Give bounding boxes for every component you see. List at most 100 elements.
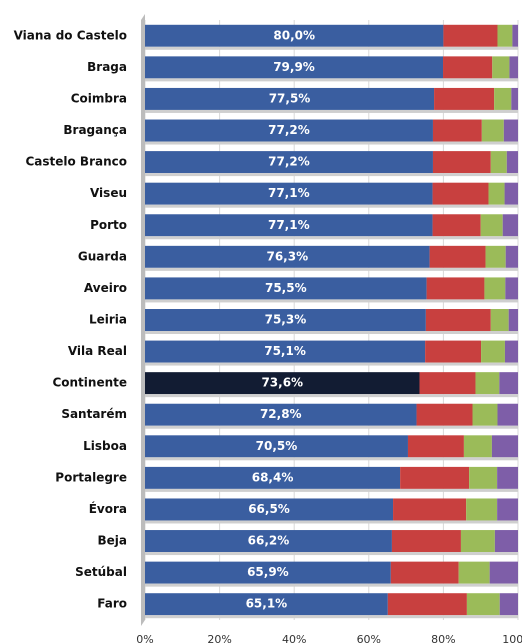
bar-segment [504, 182, 518, 205]
bar-segment [145, 466, 401, 489]
bar-segment [481, 119, 504, 142]
bar-segment [145, 245, 430, 268]
x-tick-label: 100% [502, 633, 522, 643]
bar-segment [432, 119, 482, 142]
bar-segment [481, 340, 505, 363]
bar-segment [145, 277, 427, 300]
bar-segment [490, 309, 509, 331]
bar-segment [432, 214, 481, 237]
bar-segment [419, 372, 476, 395]
bar-segment [497, 498, 518, 521]
bar-segment [480, 214, 503, 237]
x-tick-label: 20% [207, 633, 231, 643]
bar-segment [511, 87, 518, 110]
bar-segment [490, 151, 507, 174]
category-label: Vila Real [68, 344, 127, 358]
bar-segment [145, 561, 391, 584]
bar-segment [145, 498, 394, 521]
value-label: 77,5% [269, 91, 311, 105]
bar-segment [463, 435, 492, 458]
bar-segment [407, 435, 464, 458]
value-label: 76,3% [266, 249, 308, 263]
bar-segment [466, 593, 500, 616]
bar-segment [485, 245, 506, 268]
bar-shadow [145, 173, 518, 177]
bar-shadow [145, 78, 518, 82]
category-label: Lisboa [83, 439, 127, 453]
bar-segment [472, 403, 498, 426]
bar-segment [494, 87, 512, 110]
bar-segment [425, 309, 491, 331]
bar-segment [466, 498, 498, 521]
category-label: Faro [97, 597, 127, 611]
value-label: 70,5% [256, 439, 298, 453]
category-label: Guarda [78, 249, 127, 263]
bar-segment [425, 340, 482, 363]
bar-segment [505, 245, 518, 268]
x-tick-label: 0% [136, 633, 153, 643]
bar-segment [497, 24, 513, 47]
bar-segment [512, 24, 518, 47]
bar-segment [145, 119, 433, 142]
bar-segment [145, 593, 388, 616]
value-label: 79,9% [273, 60, 315, 74]
bar-shadow [145, 141, 518, 145]
bar-segment [432, 151, 491, 174]
bar-shadow [145, 299, 518, 303]
bar-shadow [145, 457, 518, 461]
value-label: 75,1% [264, 344, 306, 358]
bar-segment [391, 530, 461, 553]
bar-segment [503, 119, 518, 142]
category-label: Bragança [63, 123, 127, 137]
bar-shadow [145, 425, 518, 429]
bar-segment [400, 466, 470, 489]
bar-shadow [145, 267, 518, 271]
category-label: Continente [52, 376, 127, 390]
bar-segment [145, 340, 426, 363]
category-label: Aveiro [84, 281, 127, 295]
bar-segment [484, 277, 506, 300]
bar-segment [499, 372, 518, 395]
bar-segment [506, 151, 518, 174]
value-label: 73,6% [261, 376, 303, 390]
bar-segment [145, 530, 392, 553]
bar-segment [432, 182, 489, 205]
bar-segment [494, 530, 518, 553]
bar-segment [475, 372, 500, 395]
bar-segment [443, 56, 493, 79]
bar-segment [145, 214, 433, 237]
bar-segment [434, 87, 495, 110]
value-label: 75,5% [265, 281, 307, 295]
bar-segment [504, 340, 518, 363]
bar-shadow [145, 331, 518, 334]
category-label: Évora [89, 501, 127, 516]
category-label: Coimbra [71, 91, 127, 105]
bar-shadow [145, 488, 518, 492]
category-label: Setúbal [75, 565, 127, 579]
x-tick-label: 60% [357, 633, 381, 643]
bar-shadow [145, 583, 518, 587]
value-label: 77,2% [268, 155, 310, 169]
bar-segment [145, 309, 426, 331]
bar-segment [145, 435, 408, 458]
value-label: 75,3% [265, 313, 307, 327]
bar-segment [497, 403, 518, 426]
bar-segment [390, 561, 459, 584]
bar-segment [499, 593, 518, 616]
axis-wall [141, 14, 145, 626]
bar-segment [488, 182, 505, 205]
bar-segment [145, 151, 433, 174]
bar-segment [491, 435, 518, 458]
category-label: Castelo Branco [25, 155, 127, 169]
bar-shadow [145, 615, 518, 619]
bar-shadow [145, 204, 518, 208]
bar-segment [387, 593, 467, 616]
bar-segment [416, 403, 473, 426]
bar-segment [443, 24, 498, 47]
bar-segment [458, 561, 490, 584]
category-label: Viseu [90, 186, 127, 200]
bar-segment [502, 214, 518, 237]
bar-shadow [145, 109, 518, 113]
category-label: Braga [87, 60, 127, 74]
category-label: Beja [98, 534, 128, 548]
